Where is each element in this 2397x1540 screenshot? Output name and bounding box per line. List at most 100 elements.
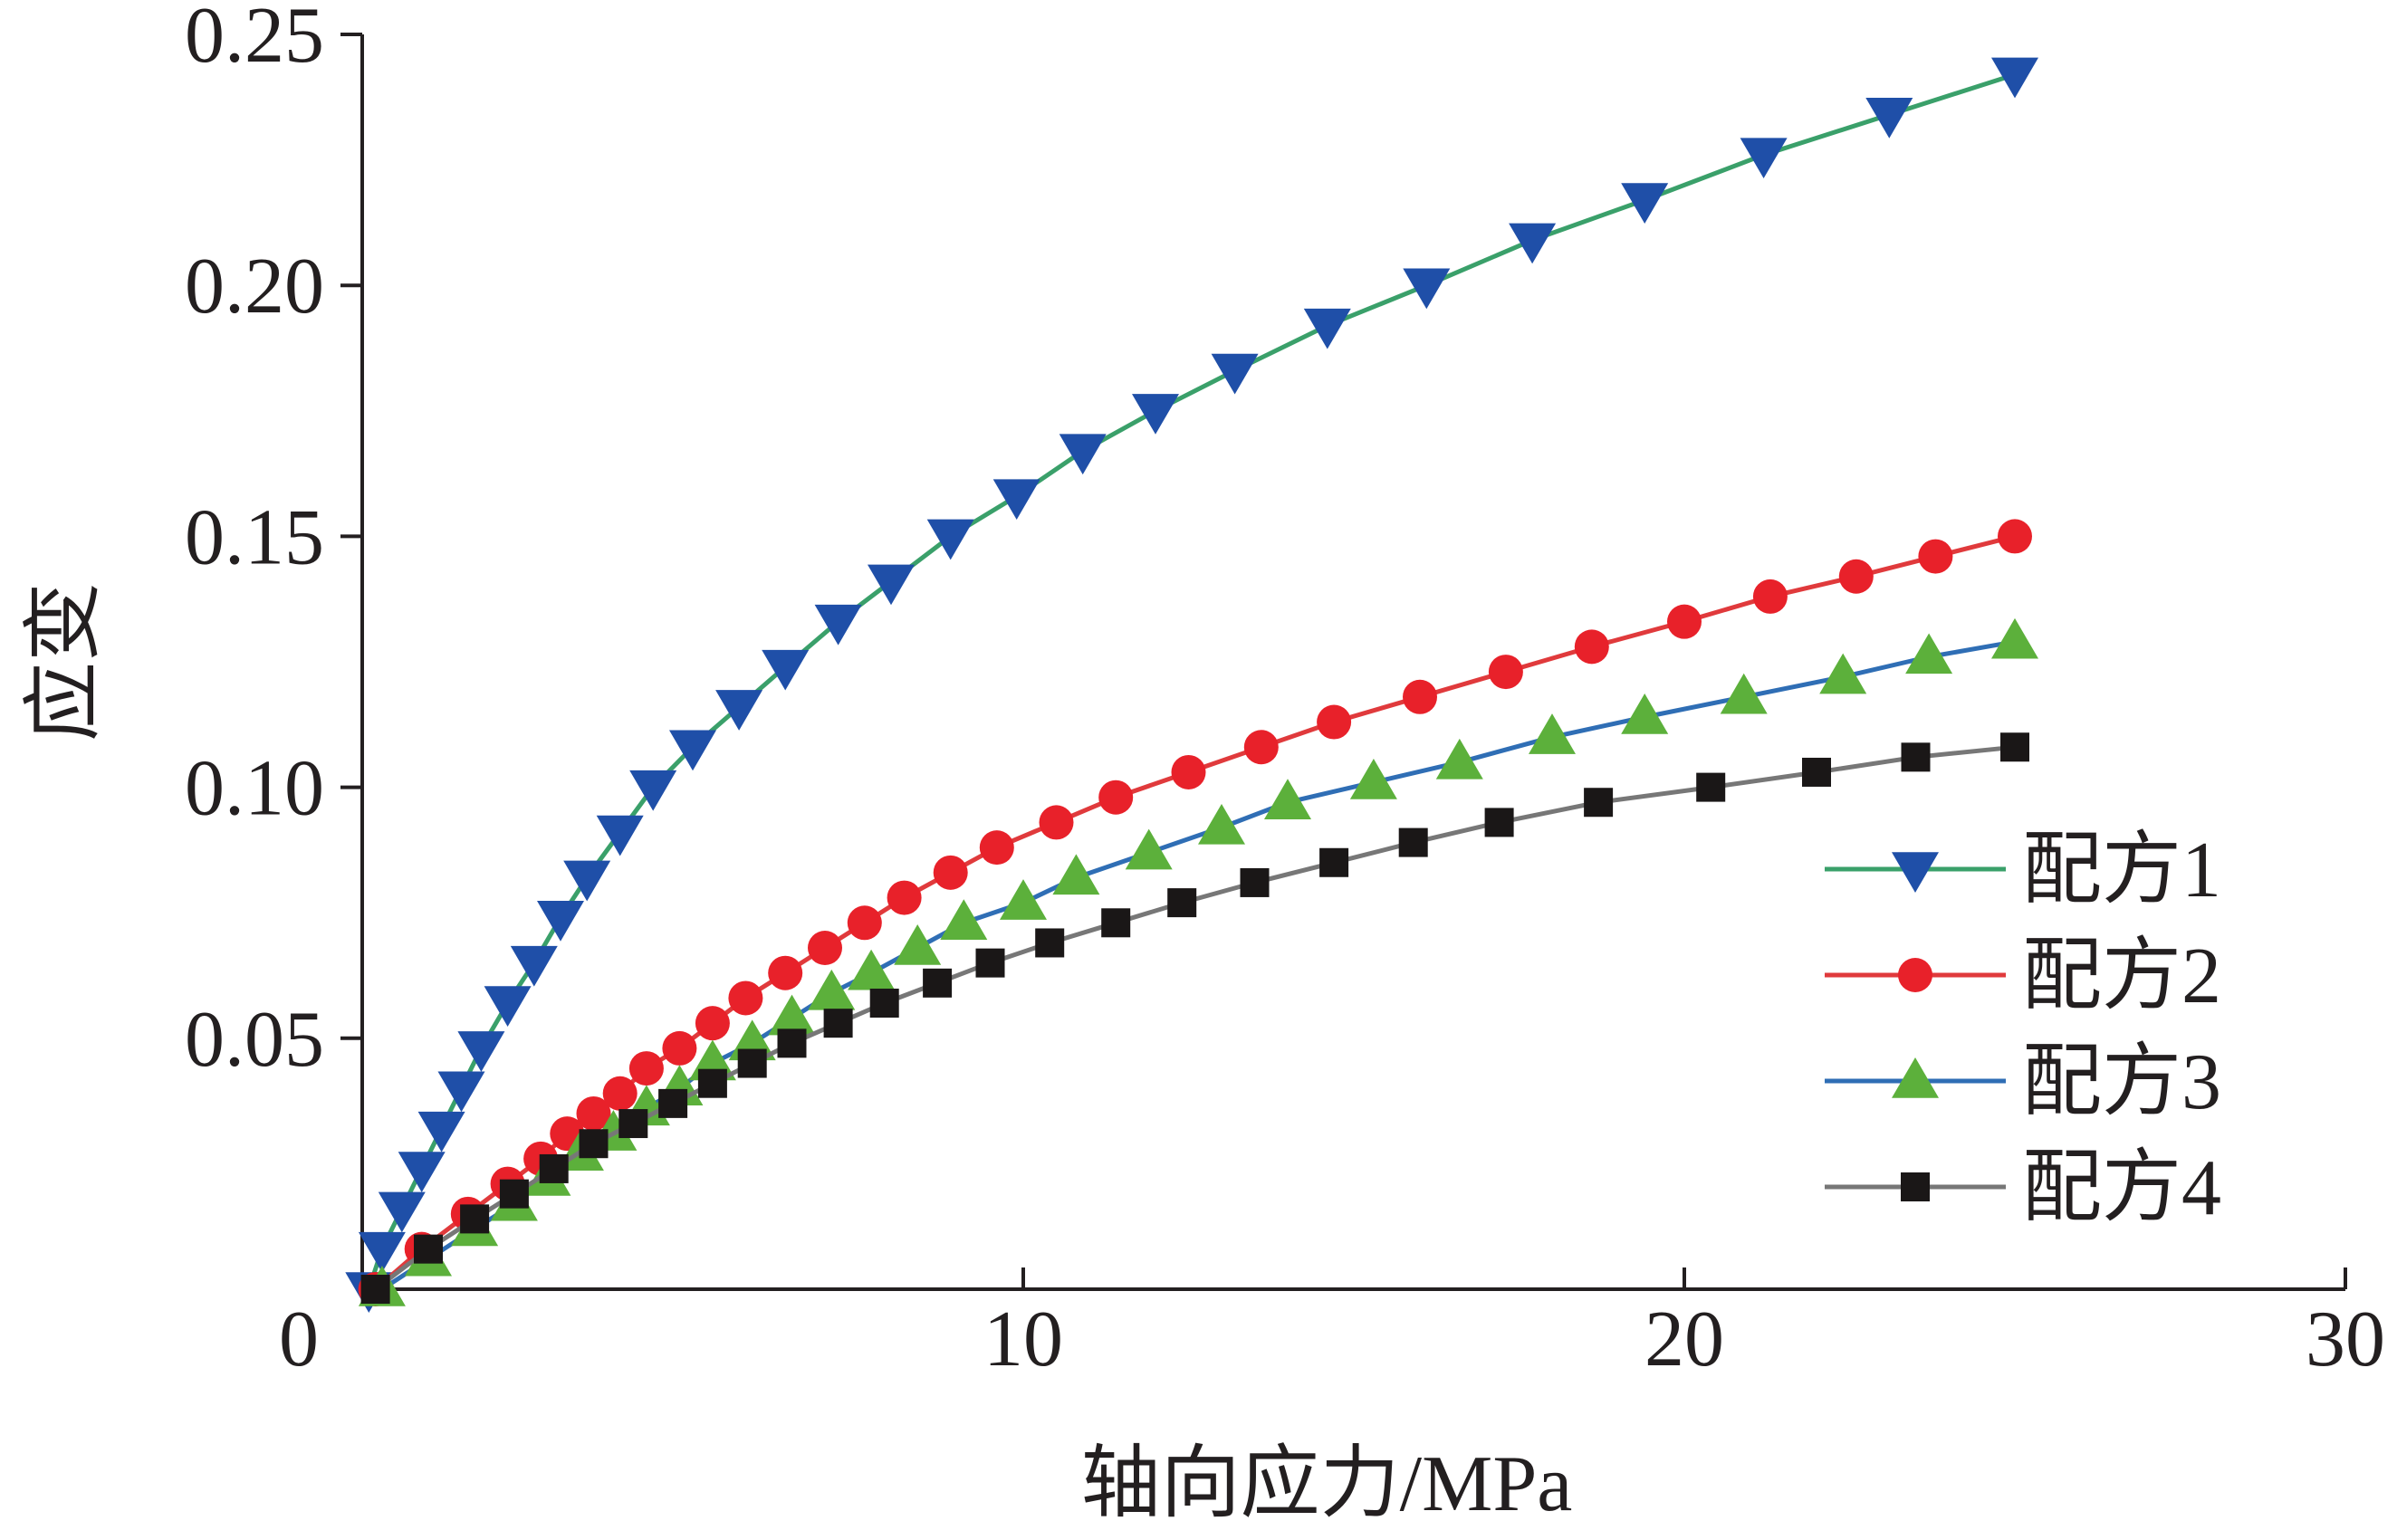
data-point <box>1740 138 1788 179</box>
data-point <box>887 880 922 915</box>
data-point <box>940 899 988 941</box>
data-point <box>926 519 974 560</box>
data-point <box>933 855 968 890</box>
data-point <box>1198 803 1245 845</box>
data-point <box>537 901 584 942</box>
data-point <box>1892 852 1939 893</box>
data-point <box>695 1006 730 1041</box>
data-point <box>894 924 942 965</box>
data-point <box>1752 579 1788 614</box>
legend-label: 配方3 <box>2022 1038 2221 1126</box>
data-point <box>1892 1057 1939 1098</box>
data-point <box>596 815 644 856</box>
y-tick-label: 0.15 <box>185 493 324 581</box>
data-point <box>563 860 611 902</box>
data-point <box>460 1204 490 1234</box>
data-point <box>1035 928 1065 958</box>
data-point <box>1901 742 1931 772</box>
y-tick-label: 0.20 <box>185 243 324 330</box>
legend-item-2: 配方2 <box>1825 933 2221 1020</box>
data-point <box>1052 854 1100 895</box>
data-point <box>1865 97 1913 139</box>
data-point <box>1901 1172 1930 1201</box>
data-point <box>510 945 558 987</box>
data-point <box>1303 308 1351 349</box>
data-point <box>923 968 953 998</box>
data-point <box>628 1051 664 1086</box>
data-point <box>1584 788 1614 818</box>
data-point <box>1720 673 1768 714</box>
data-point <box>1101 908 1131 938</box>
data-point <box>697 1068 727 1098</box>
data-point <box>539 1153 569 1183</box>
data-point <box>1125 828 1173 870</box>
data-point <box>823 1009 853 1038</box>
data-point <box>1171 754 1206 789</box>
data-point <box>1574 629 1609 665</box>
data-point <box>1802 757 1831 787</box>
x-tick-label: 20 <box>1644 1296 1724 1383</box>
legend: 配方1 配方2 配方3 配方4 <box>1825 827 2221 1232</box>
data-point <box>2000 732 2029 762</box>
data-point <box>768 955 803 990</box>
data-point <box>1696 772 1726 802</box>
data-point <box>979 830 1014 866</box>
data-point <box>1000 879 1047 920</box>
series-1 <box>345 57 2038 1313</box>
data-point <box>1621 183 1669 224</box>
legend-item-1: 配方1 <box>1825 827 2221 914</box>
y-tick-label: 0.25 <box>185 0 324 80</box>
data-point <box>975 948 1005 978</box>
data-point <box>576 1095 611 1131</box>
data-point <box>1059 434 1107 475</box>
data-point <box>728 980 763 1016</box>
data-point <box>499 1179 529 1209</box>
data-point <box>768 994 816 1036</box>
data-point <box>360 1275 390 1304</box>
x-axis-title: 轴向应力/MPa <box>1081 1440 1573 1528</box>
data-point <box>1991 617 2038 659</box>
data-point <box>814 604 862 646</box>
legend-label: 配方4 <box>2022 1144 2221 1232</box>
data-point <box>1349 759 1397 799</box>
data-point <box>398 1152 446 1192</box>
data-point <box>808 931 842 966</box>
data-point <box>848 949 896 990</box>
data-point <box>715 690 763 731</box>
data-point <box>417 1111 465 1153</box>
data-point <box>1264 779 1311 819</box>
data-point <box>662 1030 697 1066</box>
data-point <box>484 986 532 1027</box>
data-point <box>1621 693 1669 734</box>
data-point <box>618 1109 648 1139</box>
data-point <box>1838 559 1874 594</box>
data-point <box>358 1231 406 1273</box>
legend-item-4: 配方4 <box>1825 1144 2221 1232</box>
data-point <box>1819 653 1867 694</box>
data-point <box>1039 805 1074 840</box>
data-point <box>437 1071 485 1113</box>
data-point <box>1403 268 1451 310</box>
data-point <box>414 1234 443 1264</box>
data-point <box>1905 633 1953 674</box>
series-3 <box>358 617 2038 1306</box>
data-point <box>869 988 899 1018</box>
x-tick-label: 0 <box>279 1296 319 1383</box>
x-tick-label: 10 <box>983 1296 1063 1383</box>
y-axis-title: 应变 <box>21 582 109 741</box>
data-point <box>457 1031 505 1072</box>
x-tick-label: 30 <box>2306 1296 2385 1383</box>
data-point <box>1509 223 1557 264</box>
data-point <box>1529 713 1576 754</box>
data-point <box>1211 353 1259 395</box>
data-point <box>1317 704 1352 740</box>
legend-item-3: 配方3 <box>1825 1038 2221 1126</box>
data-point <box>602 1076 638 1111</box>
data-point <box>808 969 856 1010</box>
data-point <box>1484 808 1514 837</box>
data-point <box>1918 539 1953 574</box>
series-line <box>380 639 2016 1292</box>
series-4 <box>360 732 2029 1304</box>
